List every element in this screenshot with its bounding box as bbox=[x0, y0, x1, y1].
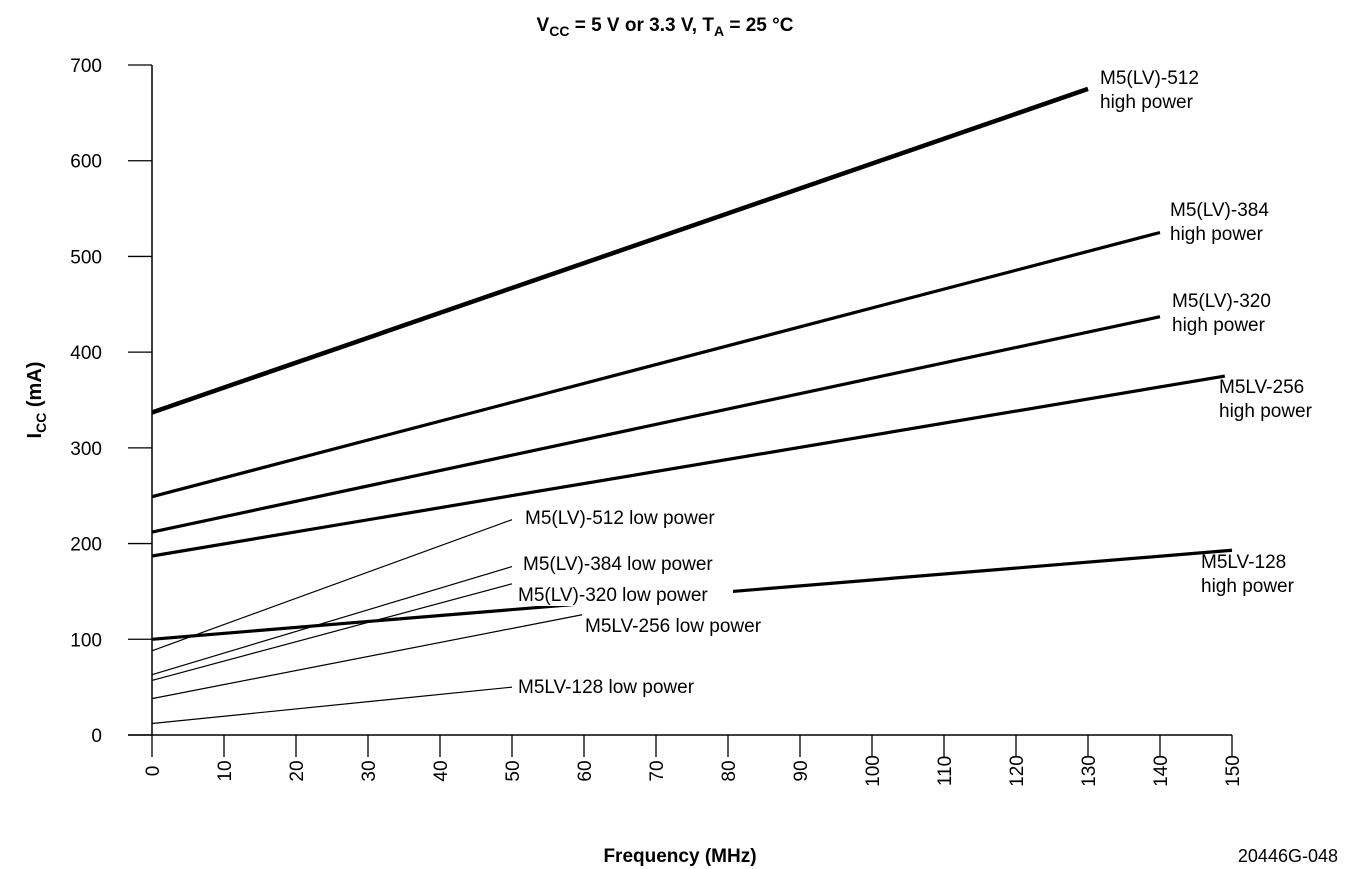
series-line-m5-lv-320-high-power bbox=[151, 315, 1161, 534]
x-tick-label: 90 bbox=[791, 760, 812, 781]
x-axis-label: Frequency (MHz) bbox=[603, 846, 756, 867]
series-label-bg bbox=[515, 675, 712, 698]
series-line-m5-lv-384-high-power bbox=[151, 230, 1161, 499]
y-tick-label: 700 bbox=[70, 56, 102, 77]
y-tick-label: 400 bbox=[70, 343, 102, 364]
y-tick-label: 100 bbox=[70, 630, 102, 651]
x-tick-label: 150 bbox=[1223, 755, 1244, 787]
series-label-m5lv-256-low-power: M5LV-256 low power bbox=[585, 616, 762, 637]
series-label-bg bbox=[522, 506, 740, 529]
series-labels: M5(LV)-512 high power M5(LV)-384 high power… bbox=[515, 68, 1313, 698]
x-tick-label: 10 bbox=[215, 760, 236, 781]
series-label-m5-lv-512-low-power: M5(LV)-512 low power bbox=[525, 508, 715, 529]
y-tick-label: 600 bbox=[70, 152, 102, 173]
series-label-m5-lv-384-high-power: high power bbox=[1170, 224, 1264, 245]
y-tick-label: 300 bbox=[70, 439, 102, 460]
x-tick-label: 80 bbox=[719, 760, 740, 781]
series-label-m5-lv-320-low-power: M5(LV)-320 low power bbox=[518, 585, 708, 606]
series-label-m5lv-128-low-power: M5LV-128 low power bbox=[518, 677, 695, 698]
x-tick-label: 120 bbox=[1007, 755, 1028, 787]
series-lines bbox=[151, 86, 1233, 725]
x-tick-label: 130 bbox=[1079, 755, 1100, 787]
series-line-m5-lv-320-low-power bbox=[151, 583, 513, 682]
chart-title: VCC = 5 V or 3.3 V, TA = 25 °C bbox=[537, 15, 794, 39]
series-label-m5-lv-384-high-power: M5(LV)-384 bbox=[1170, 200, 1269, 221]
series-label-m5lv-256-high-power: M5LV-256 bbox=[1219, 377, 1304, 398]
series-line-m5-lv-384-low-power bbox=[151, 565, 513, 676]
y-axis-label: ICC (mA) bbox=[24, 362, 49, 439]
figure-id: 20446G-048 bbox=[1238, 846, 1338, 866]
series-label-m5lv-256-high-power: high power bbox=[1219, 401, 1313, 422]
series-line-m5-lv-512-low-power bbox=[151, 519, 513, 652]
x-tick-label: 60 bbox=[575, 760, 596, 781]
x-tick-label: 20 bbox=[287, 760, 308, 781]
x-tick-label: 70 bbox=[647, 760, 668, 781]
axis-ticks: 0 10 20 30 40 50 60 70 80 90 100 110 120 130 140 150 0 10… bbox=[70, 56, 1244, 787]
series-line-m5-lv-512-high-power bbox=[151, 86, 1089, 415]
series-label-bg bbox=[515, 583, 733, 606]
x-tick-label: 0 bbox=[143, 766, 164, 777]
series-label-m5-lv-320-high-power: high power bbox=[1172, 315, 1266, 336]
x-tick-label: 40 bbox=[431, 760, 452, 781]
series-label-m5-lv-384-low-power: M5(LV)-384 low power bbox=[523, 554, 713, 575]
series-line-m5lv-128-low-power bbox=[151, 686, 513, 725]
series-label-bg bbox=[582, 614, 779, 637]
series-label-bg bbox=[520, 552, 738, 575]
y-tick-label: 500 bbox=[70, 247, 102, 268]
series-label-m5-lv-320-high-power: M5(LV)-320 bbox=[1172, 291, 1271, 312]
series-label-m5lv-128-high-power: M5LV-128 bbox=[1201, 552, 1286, 573]
x-tick-label: 30 bbox=[359, 760, 380, 781]
series-label-m5lv-128-high-power: high power bbox=[1201, 576, 1295, 597]
y-tick-label: 200 bbox=[70, 535, 102, 556]
x-tick-label: 110 bbox=[935, 756, 956, 786]
x-tick-label: 140 bbox=[1151, 755, 1172, 787]
series-label-m5-lv-512-high-power: high power bbox=[1100, 92, 1194, 113]
series-line-m5lv-256-low-power bbox=[151, 613, 585, 700]
series-line-m5lv-256-high-power bbox=[151, 374, 1226, 558]
y-tick-label: 0 bbox=[91, 726, 102, 747]
x-tick-label: 50 bbox=[503, 760, 524, 781]
series-label-m5-lv-512-high-power: M5(LV)-512 bbox=[1100, 68, 1199, 89]
x-tick-label: 100 bbox=[863, 755, 884, 787]
